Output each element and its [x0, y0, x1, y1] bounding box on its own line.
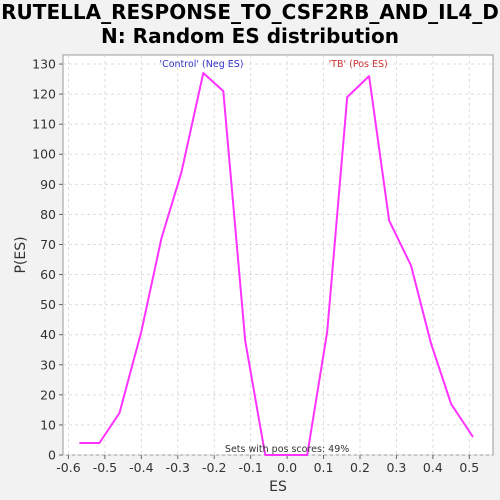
x-tick-label: 0.4 — [423, 460, 443, 475]
y-tick-label: 60 — [40, 267, 56, 282]
x-tick-label: 0.1 — [314, 460, 334, 475]
y-tick-label: 30 — [40, 357, 56, 372]
x-tick-label: -0.1 — [238, 460, 262, 475]
y-tick-label: 40 — [40, 327, 56, 342]
x-tick-label: -0.4 — [129, 460, 153, 475]
y-tick-label: 50 — [40, 297, 56, 312]
annotation: Sets with pos scores: 49% — [225, 444, 349, 455]
x-tick-label: -0.6 — [56, 460, 80, 475]
x-tick-label: 0.2 — [350, 460, 370, 475]
x-tick-label: -0.5 — [93, 460, 117, 475]
plot-area — [62, 54, 494, 456]
y-tick-label: 10 — [40, 417, 56, 432]
y-tick-label: 130 — [32, 57, 56, 72]
y-tick-label: 0 — [48, 448, 56, 463]
y-tick-label: 120 — [32, 87, 56, 102]
x-axis-label: ES — [269, 479, 287, 495]
y-tick-label: 100 — [32, 147, 56, 162]
y-tick-label: 70 — [40, 237, 56, 252]
axes: -0.6 -0.5 -0.4 -0.3 -0.2 -0.1 0.0 0.1 0.2 0.3 0.4 0… — [32, 57, 479, 475]
y-axis-label: P(ES) — [13, 236, 29, 273]
y-tick-label: 90 — [40, 177, 56, 192]
x-tick-label: -0.3 — [166, 460, 190, 475]
annotation: 'Control' (Neg ES) — [159, 59, 243, 70]
x-tick-label: -0.2 — [202, 460, 226, 475]
x-tick-label: 0.3 — [386, 460, 406, 475]
series-line — [79, 72, 474, 456]
y-tick-label: 80 — [40, 207, 56, 222]
x-tick-label: 0.0 — [277, 460, 297, 475]
annotation: 'TB' (Pos ES) — [329, 59, 388, 70]
x-tick-label: 0.5 — [459, 460, 479, 475]
grid-lines — [63, 55, 493, 456]
y-tick-label: 20 — [40, 387, 56, 402]
annotations: 'Control' (Neg ES) 'TB' (Pos ES) Sets with… — [159, 59, 387, 455]
y-tick-label: 110 — [32, 117, 56, 132]
series — [79, 72, 474, 456]
chart-title: RUTELLA_RESPONSE_TO_CSF2RB_AND_IL4_D N: … — [1, 0, 499, 48]
